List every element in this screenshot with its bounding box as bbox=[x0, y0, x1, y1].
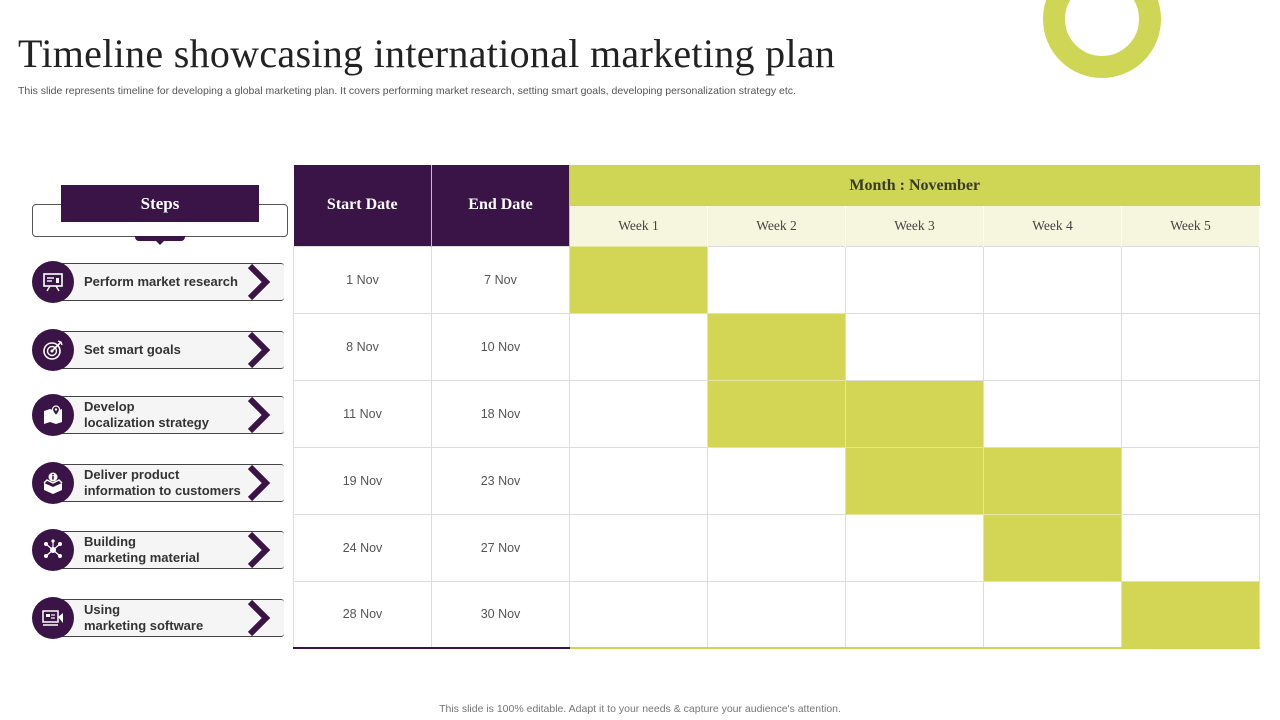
end-date-cell: 7 Nov bbox=[431, 245, 570, 314]
step-pill bbox=[52, 599, 284, 637]
steps-header-pointer bbox=[135, 236, 185, 245]
start-date-cell: 19 Nov bbox=[293, 446, 432, 515]
week-header: Week 3 bbox=[845, 206, 984, 246]
week-cell bbox=[845, 580, 984, 649]
active-week-cell bbox=[707, 379, 846, 448]
chevron-right-icon bbox=[247, 263, 271, 301]
active-week-cell bbox=[845, 379, 984, 448]
week-header: Week 4 bbox=[983, 206, 1122, 246]
step-building-marketing-material: Building marketing material bbox=[32, 529, 284, 571]
end-date-header: End Date bbox=[431, 165, 570, 246]
table-row: 8 Nov 10 Nov bbox=[293, 312, 1260, 381]
megaphone-screen-icon bbox=[32, 597, 74, 639]
step-pill bbox=[52, 396, 284, 434]
week-cell bbox=[1121, 513, 1260, 582]
week-cell bbox=[707, 446, 846, 515]
network-icon bbox=[32, 529, 74, 571]
timeline-body: 1 Nov 7 Nov 8 Nov 10 Nov 11 Nov 18 Nov 19 Nov 2… bbox=[293, 245, 1260, 649]
end-date-cell: 18 Nov bbox=[431, 379, 570, 448]
chevron-right-icon bbox=[247, 396, 271, 434]
footer-note: This slide is 100% editable. Adapt it to… bbox=[439, 703, 841, 715]
start-date-cell: 11 Nov bbox=[293, 379, 432, 448]
step-label: Develop localization strategy bbox=[84, 399, 209, 430]
week-cell bbox=[707, 580, 846, 649]
page-title: Timeline showcasing international market… bbox=[18, 31, 836, 76]
step-label: Deliver product information to customers bbox=[84, 467, 241, 498]
step-using-marketing-software: Using marketing software bbox=[32, 597, 284, 639]
active-week-cell bbox=[707, 312, 846, 381]
decorative-ring bbox=[1043, 0, 1161, 78]
step-develop-localization-strategy: Develop localization strategy bbox=[32, 394, 284, 436]
table-row: 19 Nov 23 Nov bbox=[293, 446, 1260, 515]
week-cell bbox=[569, 513, 708, 582]
week-cell bbox=[707, 245, 846, 314]
week-cell bbox=[983, 379, 1122, 448]
info-box-icon bbox=[32, 462, 74, 504]
target-icon bbox=[32, 329, 74, 371]
week-cell bbox=[845, 312, 984, 381]
table-row: 24 Nov 27 Nov bbox=[293, 513, 1260, 582]
timeline-table: Start Date End Date Month : November Wee… bbox=[293, 165, 1260, 649]
week-cell bbox=[1121, 312, 1260, 381]
step-pill bbox=[52, 263, 284, 301]
step-label: Set smart goals bbox=[84, 342, 181, 357]
table-row: 28 Nov 30 Nov bbox=[293, 580, 1260, 649]
end-date-cell: 10 Nov bbox=[431, 312, 570, 381]
week-header: Week 5 bbox=[1121, 206, 1260, 246]
end-date-cell: 23 Nov bbox=[431, 446, 570, 515]
step-pill bbox=[52, 531, 284, 569]
step-deliver-product-information: Deliver product information to customers bbox=[32, 462, 284, 504]
week-cell bbox=[569, 446, 708, 515]
active-week-cell bbox=[983, 446, 1122, 515]
step-pill bbox=[52, 331, 284, 369]
chevron-right-icon bbox=[247, 464, 271, 502]
week-cell bbox=[569, 580, 708, 649]
step-perform-market-research: Perform market research bbox=[32, 261, 284, 303]
end-date-cell: 27 Nov bbox=[431, 513, 570, 582]
week-cell bbox=[1121, 446, 1260, 515]
week-cell bbox=[1121, 379, 1260, 448]
chevron-right-icon bbox=[247, 531, 271, 569]
week-header: Week 2 bbox=[707, 206, 846, 246]
step-label: Building marketing material bbox=[84, 534, 200, 565]
step-pill bbox=[52, 464, 284, 502]
chevron-right-icon bbox=[247, 331, 271, 369]
active-week-cell bbox=[1121, 580, 1260, 649]
active-week-cell bbox=[569, 245, 708, 314]
active-week-cell bbox=[983, 513, 1122, 582]
step-label: Using marketing software bbox=[84, 602, 204, 633]
week-header: Week 1 bbox=[569, 206, 708, 246]
presentation-board-icon bbox=[32, 261, 74, 303]
map-pin-icon bbox=[32, 394, 74, 436]
start-date-cell: 1 Nov bbox=[293, 245, 432, 314]
steps-header: Steps bbox=[61, 185, 259, 222]
week-cell bbox=[845, 245, 984, 314]
week-cell bbox=[845, 513, 984, 582]
week-cell bbox=[983, 312, 1122, 381]
week-cell bbox=[1121, 245, 1260, 314]
start-date-header: Start Date bbox=[293, 165, 432, 246]
step-label: Perform market research bbox=[84, 274, 238, 289]
week-cell bbox=[983, 580, 1122, 649]
week-cell bbox=[983, 245, 1122, 314]
table-row: 11 Nov 18 Nov bbox=[293, 379, 1260, 448]
page-subtitle: This slide represents timeline for devel… bbox=[18, 85, 796, 97]
month-header: Month : November bbox=[569, 165, 1260, 206]
week-cell bbox=[569, 312, 708, 381]
week-cell bbox=[569, 379, 708, 448]
end-date-cell: 30 Nov bbox=[431, 580, 570, 649]
start-date-cell: 24 Nov bbox=[293, 513, 432, 582]
start-date-cell: 28 Nov bbox=[293, 580, 432, 649]
start-date-cell: 8 Nov bbox=[293, 312, 432, 381]
week-cell bbox=[707, 513, 846, 582]
table-row: 1 Nov 7 Nov bbox=[293, 245, 1260, 314]
step-set-smart-goals: Set smart goals bbox=[32, 329, 284, 371]
chevron-right-icon bbox=[247, 599, 271, 637]
active-week-cell bbox=[845, 446, 984, 515]
